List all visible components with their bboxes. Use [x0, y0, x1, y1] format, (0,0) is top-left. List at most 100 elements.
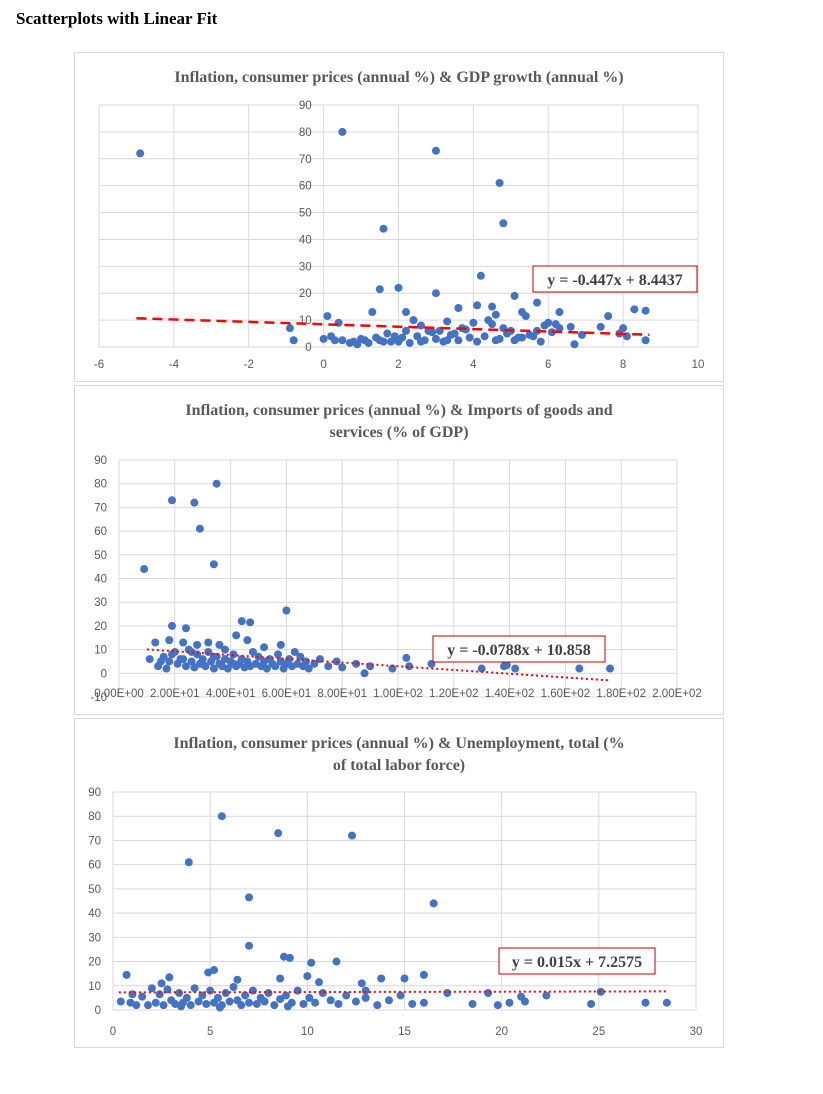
data-point [285, 655, 294, 664]
y-tick-label: 50 [94, 550, 107, 562]
data-point [641, 336, 650, 345]
data-point [245, 893, 254, 902]
y-tick-label: 20 [299, 288, 312, 300]
data-point [476, 271, 485, 280]
data-point [195, 524, 204, 533]
data-point [248, 986, 257, 995]
trendline-equation-box [498, 947, 656, 975]
y-tick-label: 60 [299, 181, 312, 193]
data-point [179, 655, 188, 664]
x-tick-label: 25 [592, 1026, 605, 1038]
data-point [383, 329, 392, 338]
data-point [283, 1002, 292, 1011]
data-point [303, 972, 312, 981]
data-point [473, 301, 482, 310]
y-tick-label: 80 [299, 127, 312, 139]
y-tick-label: 70 [88, 835, 101, 847]
data-point [511, 664, 520, 673]
data-point [204, 647, 213, 656]
data-point [293, 986, 302, 995]
data-point [311, 998, 320, 1007]
data-point [246, 618, 255, 627]
x-tick-label: 2.00E+01 [150, 688, 200, 700]
data-point [551, 320, 560, 329]
data-point [388, 664, 397, 673]
data-point [401, 308, 410, 317]
data-point [348, 831, 357, 840]
data-point [190, 498, 199, 507]
x-tick-label: 4.00E+01 [206, 688, 256, 700]
data-point [194, 997, 203, 1006]
data-point [274, 829, 283, 838]
x-tick-label: 1.60E+02 [541, 688, 591, 700]
data-point [468, 999, 477, 1008]
chart-title-line: of total labor force) [333, 757, 465, 774]
data-point [641, 998, 650, 1007]
x-tick-label: 20 [495, 1026, 508, 1038]
data-point [431, 289, 440, 298]
x-tick-label: 5 [207, 1026, 213, 1038]
data-point [323, 312, 332, 321]
x-tick-label: 0 [320, 359, 326, 371]
data-point [187, 657, 196, 666]
data-point [405, 662, 414, 671]
chart-title-line: Inflation, consumer prices (annual %) & … [174, 69, 623, 86]
x-tick-label: 10 [692, 359, 705, 371]
data-point [419, 970, 428, 979]
data-point [499, 219, 508, 228]
data-point [168, 650, 177, 659]
x-tick-label: 1.20E+02 [429, 688, 479, 700]
data-point [596, 322, 605, 331]
data-point [491, 310, 500, 319]
data-point [493, 1001, 502, 1010]
y-tick-label: 0 [95, 1005, 101, 1017]
x-tick-label: 1.40E+02 [485, 688, 535, 700]
data-point [165, 636, 174, 645]
data-point [209, 664, 218, 673]
y-tick-label: 90 [88, 787, 101, 799]
data-point [480, 332, 489, 341]
trendline-equation: y = -0.447x + 8.4437 [547, 272, 683, 289]
data-point [587, 999, 596, 1008]
data-point [544, 318, 553, 327]
data-point [285, 324, 294, 333]
data-point [151, 638, 160, 647]
data-point [271, 662, 280, 671]
y-tick-label: 50 [88, 884, 101, 896]
trendline [118, 990, 667, 994]
y-tick-label: 50 [299, 208, 312, 220]
data-point [491, 336, 500, 345]
data-point [454, 304, 463, 313]
y-tick-label: 10 [88, 981, 101, 993]
scatter-chart-unemployment: Inflation, consumer prices (annual %) & … [88, 735, 702, 1038]
x-tick-label: 8.00E+01 [317, 688, 367, 700]
x-tick-label: 6 [545, 359, 551, 371]
data-point [495, 178, 504, 187]
data-point [289, 336, 298, 345]
data-point [630, 305, 639, 314]
data-point [232, 631, 241, 640]
data-point [570, 340, 579, 349]
data-point [443, 336, 452, 345]
data-point [229, 659, 238, 668]
data-point [209, 560, 218, 569]
trendline [146, 648, 611, 682]
data-point [416, 337, 425, 346]
x-tick-label: 15 [398, 1026, 411, 1038]
chart-title-line: Inflation, consumer prices (annual %) & … [185, 402, 612, 419]
data-point [252, 999, 261, 1008]
data-point [330, 336, 339, 345]
y-tick-label: 40 [299, 234, 312, 246]
y-tick-label: 20 [94, 621, 107, 633]
data-point [379, 337, 388, 346]
data-point [262, 664, 271, 673]
data-point [157, 979, 166, 988]
data-point [245, 941, 254, 950]
data-point [408, 999, 417, 1008]
data-point [352, 659, 361, 668]
data-point [604, 312, 613, 321]
data-point [260, 643, 269, 652]
data-point [140, 565, 149, 574]
trendline-equation: y = 0.015x + 7.2575 [512, 954, 642, 971]
y-tick-label: 40 [94, 574, 107, 586]
